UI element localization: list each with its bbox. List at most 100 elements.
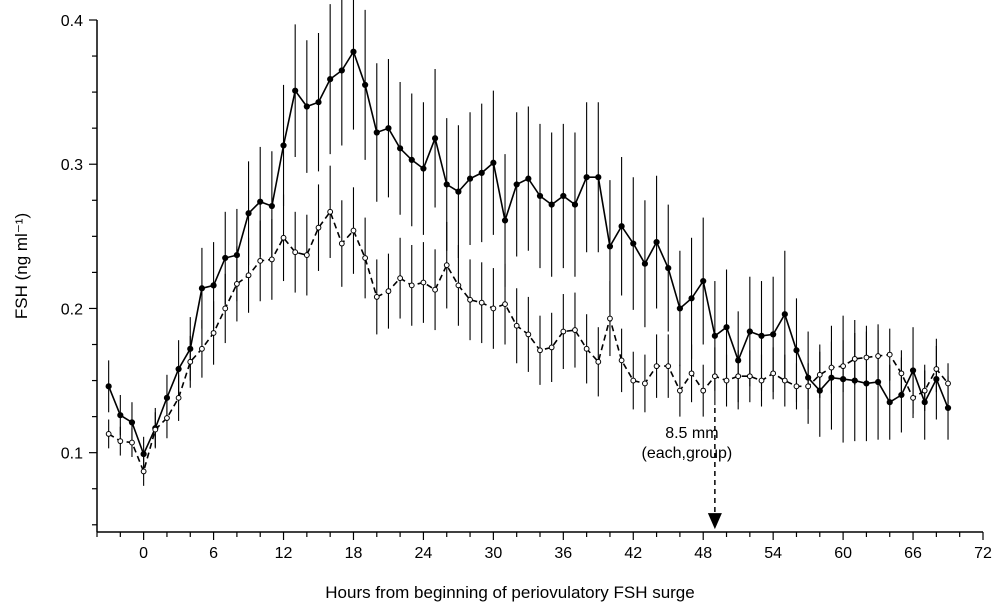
data-point [781, 311, 788, 318]
data-point [327, 208, 334, 215]
data-point [140, 451, 147, 458]
data-point [350, 227, 357, 234]
data-point [595, 174, 602, 181]
data-point [408, 156, 415, 163]
data-point [793, 383, 800, 390]
data-point [525, 175, 532, 182]
annotation-arrow-icon [707, 513, 722, 530]
data-point [502, 301, 508, 308]
data-point [863, 380, 870, 387]
data-point [175, 394, 182, 401]
data-point [770, 331, 777, 338]
data-point [700, 387, 707, 394]
data-point [840, 363, 847, 370]
x-tick-label: 48 [694, 545, 712, 562]
data-point [711, 373, 718, 380]
data-point [105, 431, 112, 437]
data-point [478, 299, 485, 306]
data-point [536, 192, 544, 200]
data-point [875, 353, 881, 359]
data-point [432, 286, 438, 293]
x-tick-label: 54 [764, 545, 782, 562]
data-point [397, 275, 404, 282]
data-point [840, 376, 847, 383]
data-point [921, 399, 928, 406]
data-point [490, 159, 497, 166]
data-point [187, 358, 194, 365]
data-point [944, 404, 952, 412]
data-point [548, 201, 555, 208]
data-point [222, 254, 229, 262]
data-point [874, 378, 882, 386]
data-point [443, 181, 450, 188]
data-point [129, 439, 135, 446]
data-point [851, 377, 858, 384]
data-point [572, 327, 578, 333]
x-tick-label: 60 [834, 545, 852, 562]
data-point [723, 377, 730, 384]
data-point [420, 165, 427, 172]
y-tick-label: 0.4 [61, 13, 83, 30]
data-point [653, 239, 660, 246]
data-point [175, 365, 182, 373]
data-point [793, 347, 800, 354]
data-point [280, 142, 287, 149]
data-point [187, 345, 194, 352]
data-point [385, 288, 392, 295]
data-point [373, 129, 380, 136]
y-tick-label: 0.1 [61, 446, 83, 463]
data-point [898, 391, 905, 399]
data-point [385, 125, 392, 132]
data-point [898, 370, 905, 377]
data-point [700, 277, 707, 285]
data-point [117, 438, 124, 445]
data-point [735, 357, 742, 364]
data-point [560, 192, 567, 200]
data-point [105, 383, 112, 390]
data-point [816, 371, 823, 378]
data-point [315, 224, 322, 231]
data-markers [105, 48, 952, 475]
data-point [910, 394, 916, 401]
data-point [886, 399, 893, 406]
data-point [455, 188, 462, 195]
data-point [303, 252, 310, 258]
x-tick-label: 30 [484, 545, 502, 562]
axes [96, 20, 983, 533]
x-axis-ticks: 0 6 12 18 24 30 36 42 48 54 60 66 72 [96, 532, 992, 562]
data-point [746, 373, 753, 380]
y-tick-label: 0.2 [61, 301, 83, 318]
data-point [478, 169, 485, 176]
data-point [676, 305, 683, 312]
data-point [292, 249, 299, 256]
x-tick-label: 12 [275, 545, 293, 562]
data-point [338, 240, 345, 247]
data-point [163, 394, 171, 401]
data-point [373, 294, 380, 300]
data-point [466, 175, 474, 182]
x-axis-label: Hours from beginning of periovulatory FS… [325, 583, 694, 602]
data-point [571, 201, 579, 208]
annotation-label-line2: (each,group) [642, 445, 733, 462]
data-point [933, 376, 940, 383]
data-point [688, 295, 695, 302]
data-point [805, 383, 812, 390]
data-point [676, 387, 683, 394]
data-point [630, 377, 637, 384]
data-point [618, 357, 625, 364]
data-point [933, 366, 940, 372]
data-point [257, 257, 264, 264]
data-point [280, 234, 287, 241]
data-point [198, 285, 206, 292]
data-point [233, 251, 240, 259]
data-point [630, 240, 637, 247]
data-point [490, 305, 497, 312]
data-point [758, 377, 765, 384]
data-point [770, 370, 777, 377]
y-axis-label: FSH (ng ml⁻¹) [12, 213, 31, 319]
data-point [292, 87, 299, 94]
data-point [828, 374, 835, 381]
data-point [327, 76, 334, 83]
x-tick-label: 72 [974, 545, 992, 562]
x-tick-label: 42 [624, 545, 642, 562]
